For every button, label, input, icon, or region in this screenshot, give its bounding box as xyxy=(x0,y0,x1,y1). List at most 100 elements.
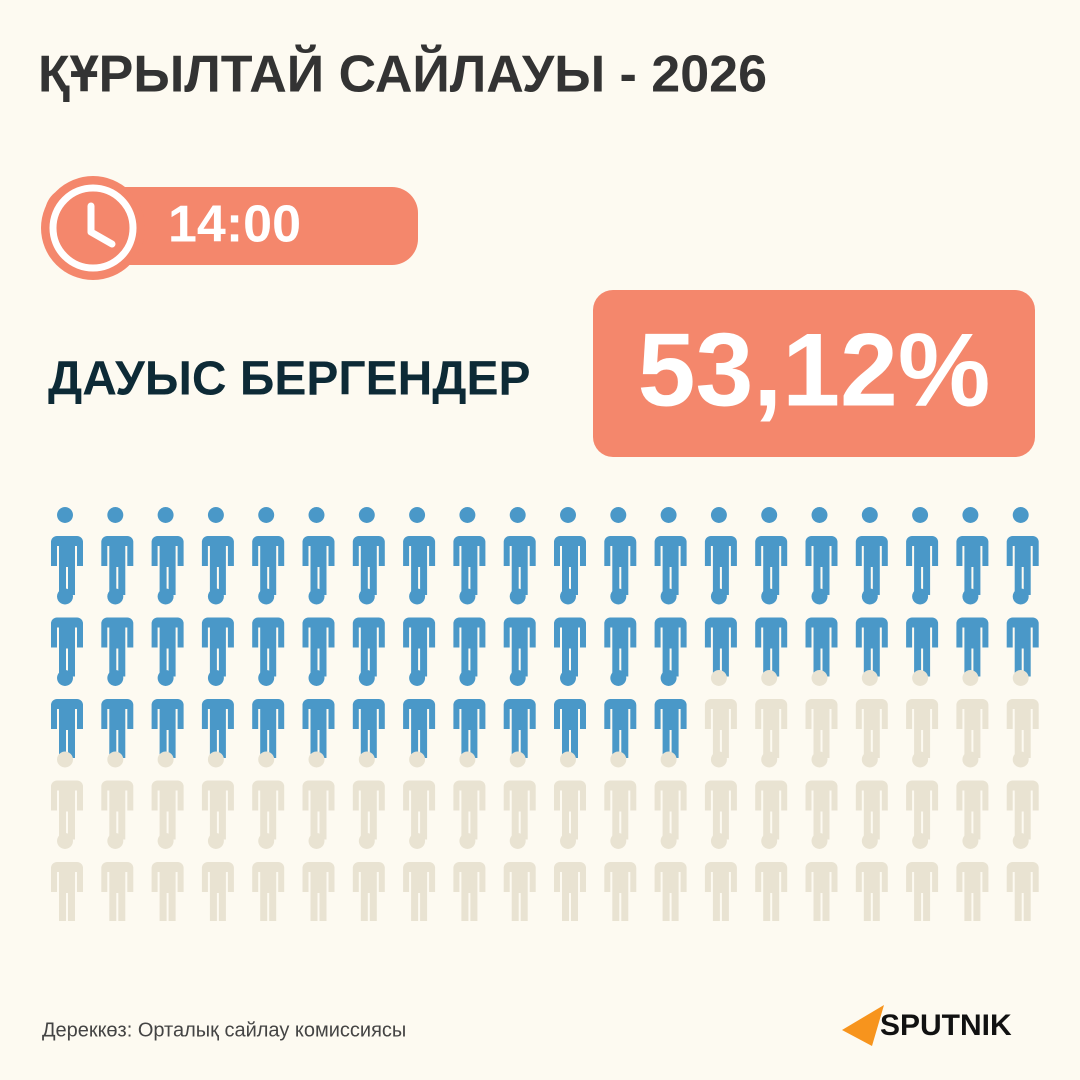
person-icon xyxy=(755,670,788,758)
person-icon xyxy=(704,588,737,677)
person-icon xyxy=(654,751,687,840)
person-icon xyxy=(252,670,285,758)
person-icon xyxy=(403,507,436,595)
source: Дереккөз: Орталық сайлау комиссиясы xyxy=(42,1019,406,1041)
person-icon xyxy=(352,751,385,840)
time: 14:00 xyxy=(168,196,301,254)
person-icon xyxy=(604,588,637,677)
person-icon xyxy=(151,833,184,921)
person-icon xyxy=(201,833,234,921)
person-icon xyxy=(604,751,637,840)
person-icon xyxy=(554,670,586,758)
person-icon xyxy=(855,670,888,758)
person-icon xyxy=(654,670,687,758)
person-icon xyxy=(151,507,184,595)
person-icon xyxy=(956,588,989,677)
person-icon xyxy=(654,833,687,921)
person-icon xyxy=(956,507,989,595)
person-icon xyxy=(604,833,637,921)
person-icon xyxy=(403,670,436,758)
person-icon xyxy=(453,833,486,921)
person-icon xyxy=(805,670,838,758)
person-icon xyxy=(453,670,486,758)
person-icon xyxy=(704,507,737,595)
person-icon xyxy=(201,751,234,840)
person-icon xyxy=(704,670,737,758)
person-icon xyxy=(906,507,939,595)
person-icon xyxy=(453,588,486,677)
person-icon xyxy=(252,588,285,677)
brand-logo xyxy=(842,1005,884,1046)
person-icon xyxy=(352,507,385,595)
person-icon xyxy=(403,751,436,840)
person-icon xyxy=(956,751,989,840)
person-icon xyxy=(956,833,989,921)
person-icon xyxy=(503,670,536,758)
person-icon xyxy=(101,751,134,840)
person-icon xyxy=(554,751,586,840)
person-icon xyxy=(302,833,335,921)
person-icon xyxy=(151,751,184,840)
person-icon xyxy=(906,751,939,840)
person-icon xyxy=(755,588,788,677)
turnout-label: ДАУЫС БЕРГЕНДЕР xyxy=(48,353,531,406)
clock-hands xyxy=(87,202,116,248)
person-icon xyxy=(151,588,184,677)
person-icon xyxy=(503,833,536,921)
person-icon xyxy=(855,751,888,840)
person-icon xyxy=(51,751,83,840)
person-icon xyxy=(805,588,838,677)
person-icon xyxy=(654,507,687,595)
person-icon xyxy=(805,507,838,595)
person-icon xyxy=(503,588,536,677)
person-icon xyxy=(51,588,83,677)
person-icon xyxy=(252,751,285,840)
person-icon xyxy=(252,507,285,595)
person-icon xyxy=(805,833,838,921)
person-icon xyxy=(855,588,888,677)
person-icon xyxy=(956,670,989,758)
person-icon xyxy=(1006,833,1039,921)
person-icon xyxy=(906,670,939,758)
person-icon xyxy=(1006,670,1039,758)
person-icon xyxy=(352,833,385,921)
brand: SPUTNIK xyxy=(880,1009,1012,1042)
turnout-box xyxy=(593,290,1035,457)
pictogram xyxy=(51,507,1039,921)
person-icon xyxy=(403,833,436,921)
person-icon xyxy=(503,507,536,595)
person-icon xyxy=(704,833,737,921)
person-icon xyxy=(906,833,939,921)
person-icon xyxy=(151,670,184,758)
turnout-value: 53,12% xyxy=(638,312,991,428)
person-icon xyxy=(755,751,788,840)
title: ҚҰРЫЛТАЙ САЙЛАУЫ - 2026 xyxy=(38,45,767,104)
person-icon xyxy=(453,507,486,595)
person-icon xyxy=(554,833,586,921)
person-icon xyxy=(554,507,586,595)
person-icon xyxy=(1006,507,1039,595)
person-icon xyxy=(704,751,737,840)
person-icon xyxy=(1006,751,1039,840)
person-icon xyxy=(855,833,888,921)
person-icon xyxy=(101,833,134,921)
person-icon xyxy=(1006,588,1039,677)
person-icon xyxy=(352,588,385,677)
person-icon xyxy=(604,670,637,758)
person-icon xyxy=(302,670,335,758)
person-icon xyxy=(755,833,788,921)
person-icon xyxy=(604,507,637,595)
person-icon xyxy=(906,588,939,677)
person-icon xyxy=(453,751,486,840)
person-icon xyxy=(755,507,788,595)
person-icon xyxy=(805,751,838,840)
person-icon xyxy=(101,670,134,758)
person-icon xyxy=(654,588,687,677)
person-icon xyxy=(201,588,234,677)
person-icon xyxy=(855,507,888,595)
person-icon xyxy=(403,588,436,677)
person-icon xyxy=(503,751,536,840)
person-icon xyxy=(302,507,335,595)
person-icon xyxy=(252,833,285,921)
